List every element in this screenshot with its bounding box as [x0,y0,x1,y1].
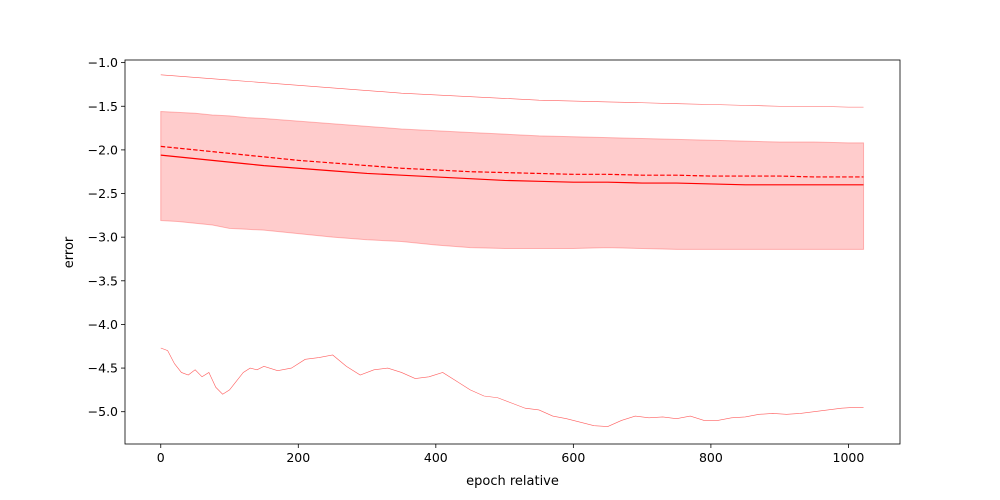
y-axis-label: error [62,236,77,268]
x-tick-label: 0 [157,450,165,465]
x-axis-label: epoch relative [466,474,559,489]
y-tick-label: −1.0 [88,55,118,70]
y-tick-label: −3.0 [88,230,118,245]
y-tick-label: −5.0 [88,404,118,419]
x-tick-label: 600 [561,450,585,465]
axes: 0 200 400 600 800 1000 −1.0 −1.5 −2.0 −2.5 −3.0 −3.… [88,55,901,465]
x-tick-label: 800 [699,450,723,465]
y-tick-label: −4.5 [88,361,118,376]
y-tick-label: −2.5 [88,186,118,201]
y-tick-label: −4.0 [88,317,118,332]
series-line-mean [160,154,864,186]
series-line-min [160,347,864,427]
x-tick-label: 200 [286,450,310,465]
x-tick-label: 400 [424,450,448,465]
x-tick-label: 1000 [833,450,865,465]
plot-area [160,74,865,427]
y-tick-label: −1.5 [88,99,118,114]
series-line-max [160,74,864,108]
y-tick-label: −2.0 [88,142,118,157]
axes-frame [124,59,901,445]
y-tick-label: −3.5 [88,273,118,288]
series-line-median [160,145,864,178]
